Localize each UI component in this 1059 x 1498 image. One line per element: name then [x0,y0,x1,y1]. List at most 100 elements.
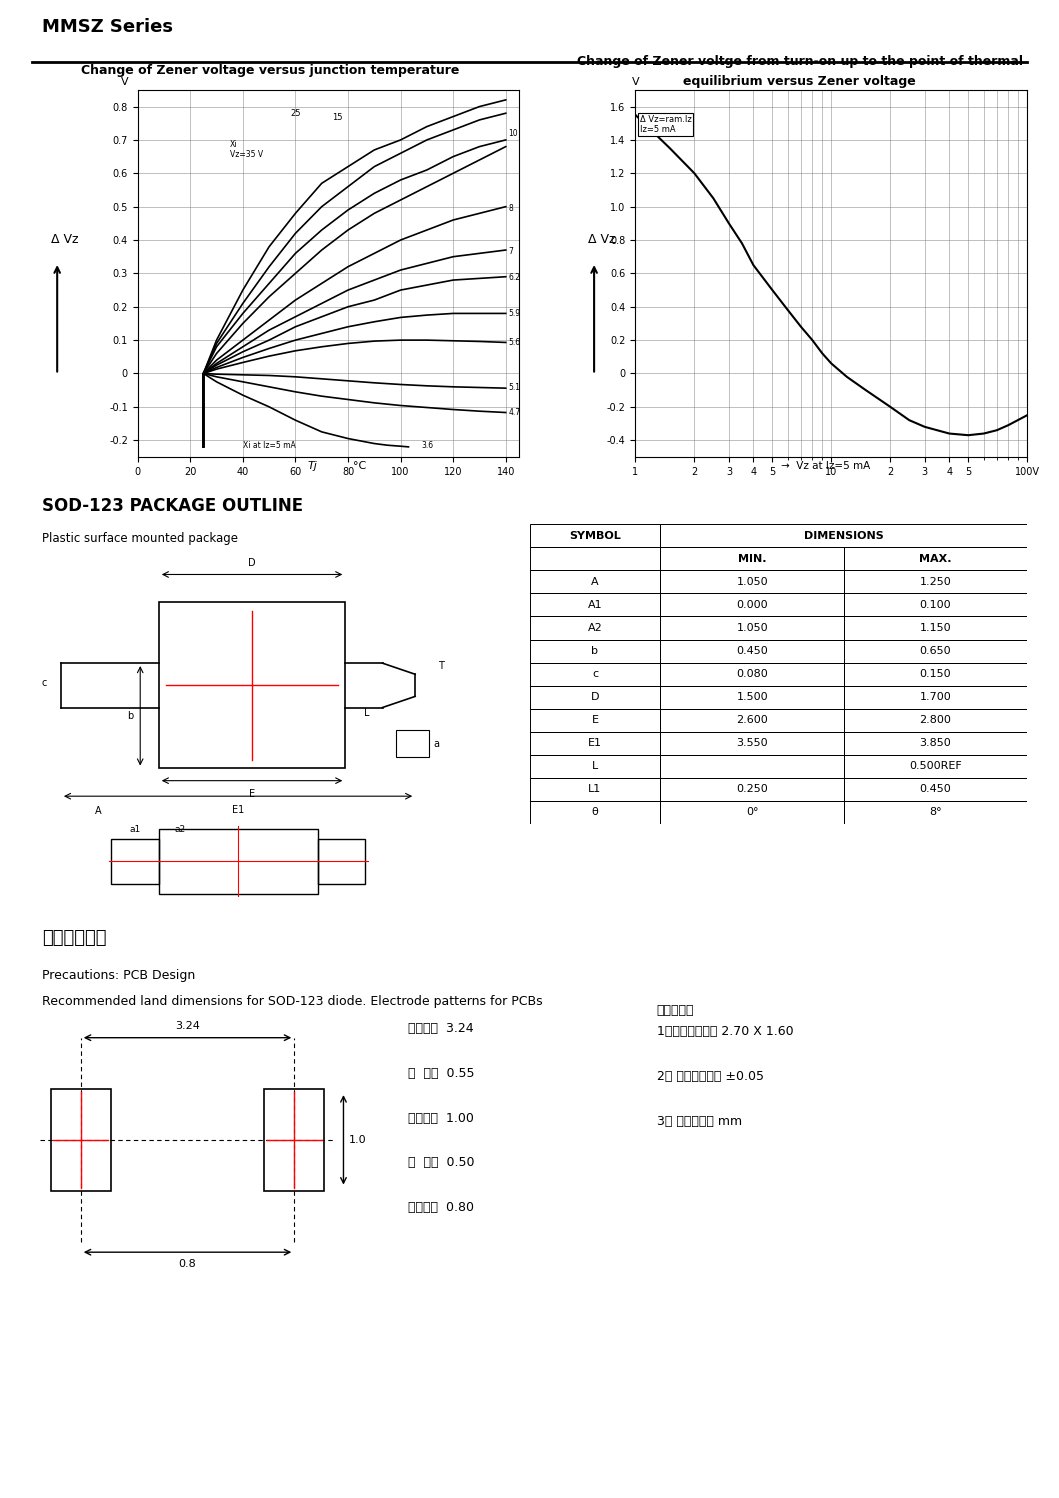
Text: T: T [438,661,445,671]
Text: 技术要求：: 技术要求： [657,1004,694,1017]
Text: SOD-123 PACKAGE OUTLINE: SOD-123 PACKAGE OUTLINE [42,497,304,515]
Text: 4.7: 4.7 [508,409,521,418]
Text: 5.6: 5.6 [508,339,521,348]
Text: 0.080: 0.080 [736,670,768,679]
Text: 0.450: 0.450 [736,646,768,656]
Bar [844,547,1027,571]
Text: Δ Vz: Δ Vz [51,234,78,246]
Text: 脚  长：  0.50: 脚 长： 0.50 [408,1156,474,1170]
Text: 0.650: 0.650 [919,646,951,656]
Text: Change of Zener voltge from turn-on up to the point of thermal: Change of Zener voltge from turn-on up t… [576,55,1023,69]
Text: A1: A1 [588,601,603,610]
Bar [844,755,1027,777]
Bar [530,593,661,617]
Bar [264,1089,324,1191]
Text: 5.1: 5.1 [508,383,520,392]
Bar [530,709,661,731]
Text: 8°: 8° [929,807,941,818]
Bar [51,1089,111,1191]
Text: 2.600: 2.600 [736,715,768,725]
Bar [844,593,1027,617]
Text: L1: L1 [589,785,602,794]
Bar [661,801,844,824]
Bar [111,839,159,884]
Text: 10: 10 [508,129,518,138]
Text: 7: 7 [508,247,514,256]
Text: V: V [631,76,640,87]
Text: 1.050: 1.050 [736,577,768,587]
Text: b: b [127,712,133,721]
Text: 8: 8 [508,204,514,213]
Bar [530,571,661,593]
Bar [530,686,661,709]
Text: c: c [41,677,47,688]
Text: Tj: Tj [307,461,318,472]
Text: A: A [95,806,102,815]
Text: 0.450: 0.450 [919,785,951,794]
Bar [530,777,661,801]
Text: 0.250: 0.250 [736,785,768,794]
Bar [844,571,1027,593]
Bar [844,617,1027,640]
Text: a: a [434,739,439,749]
Text: 3.6: 3.6 [421,440,434,449]
Bar [844,731,1027,755]
Text: Precautions: PCB Design: Precautions: PCB Design [42,969,196,983]
Text: Plastic surface mounted package: Plastic surface mounted package [42,532,238,545]
Bar [844,662,1027,686]
Text: Δ Vz=ram.Iz
Iz=5 mA: Δ Vz=ram.Iz Iz=5 mA [640,115,692,135]
Text: 2： 未注公差为： ±0.05: 2： 未注公差为： ±0.05 [657,1070,764,1083]
Text: 1.250: 1.250 [919,577,951,587]
Text: E1: E1 [232,804,245,815]
Bar [661,662,844,686]
Text: →  Vz at Iz=5 mA: → Vz at Iz=5 mA [782,461,870,472]
Text: 15: 15 [333,112,343,121]
Bar [530,524,661,547]
Text: a2: a2 [175,825,185,834]
Text: A: A [591,577,598,587]
Text: D: D [591,692,599,703]
Bar [661,686,844,709]
Text: A2: A2 [588,623,603,634]
Bar [844,709,1027,731]
Text: 0.150: 0.150 [919,670,951,679]
Text: MMSZ Series: MMSZ Series [42,18,174,36]
Bar [661,571,844,593]
Text: E: E [249,789,255,798]
Bar [530,617,661,640]
Text: 3.550: 3.550 [736,739,768,748]
Text: 1，塑封体尺寸： 2.70 X 1.60: 1，塑封体尺寸： 2.70 X 1.60 [657,1025,793,1038]
Text: L: L [364,709,370,718]
Text: 1.150: 1.150 [919,623,951,634]
Text: 1.0: 1.0 [348,1135,366,1144]
Text: Xi
Vz=35 V: Xi Vz=35 V [230,139,263,159]
Text: 1.500: 1.500 [736,692,768,703]
Text: 25: 25 [290,109,301,118]
Text: c: c [592,670,598,679]
Text: 0.8: 0.8 [179,1258,196,1269]
Bar [396,730,429,758]
Bar [661,640,844,662]
Bar [661,524,1027,547]
Bar [159,602,345,768]
Bar [661,617,844,640]
Bar [530,662,661,686]
Text: 6.2: 6.2 [508,273,520,282]
Bar [661,547,844,571]
Text: SYMBOL: SYMBOL [569,530,621,541]
Bar [530,640,661,662]
Text: 1.050: 1.050 [736,623,768,634]
Text: b: b [592,646,598,656]
Text: V: V [121,76,129,87]
Bar [661,755,844,777]
Text: Δ Vz: Δ Vz [588,234,615,246]
Text: D: D [248,557,256,568]
Text: 2.800: 2.800 [919,715,951,725]
Bar [844,777,1027,801]
Bar [530,547,661,571]
Bar [661,777,844,801]
Text: Recommended land dimensions for SOD-123 diode. Electrode patterns for PCBs: Recommended land dimensions for SOD-123 … [42,995,543,1008]
Text: 3， 所有单位： mm: 3， 所有单位： mm [657,1115,741,1128]
Bar [159,828,318,894]
Text: E1: E1 [588,739,602,748]
